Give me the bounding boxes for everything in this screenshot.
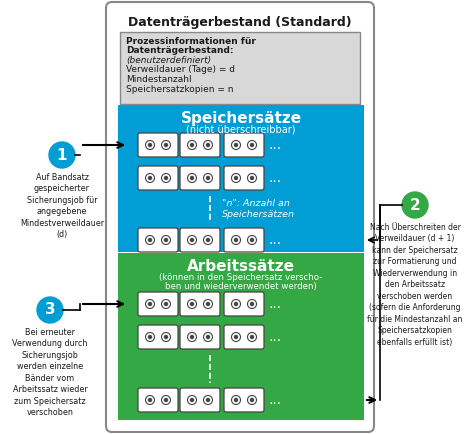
Circle shape — [235, 144, 238, 147]
Text: Speichersatzkopien = n: Speichersatzkopien = n — [126, 85, 234, 94]
Circle shape — [149, 335, 152, 339]
Text: ...: ... — [268, 330, 281, 344]
Circle shape — [250, 177, 254, 180]
Circle shape — [207, 302, 209, 306]
Text: ...: ... — [268, 297, 281, 311]
FancyBboxPatch shape — [224, 388, 264, 412]
FancyBboxPatch shape — [138, 388, 178, 412]
Circle shape — [235, 177, 238, 180]
Text: (können in den Speichersatz verscho-: (können in den Speichersatz verscho- — [160, 273, 323, 282]
FancyBboxPatch shape — [106, 2, 374, 432]
Text: ...: ... — [268, 233, 281, 247]
Circle shape — [190, 144, 193, 147]
Circle shape — [190, 302, 193, 306]
FancyBboxPatch shape — [138, 325, 178, 349]
Circle shape — [207, 144, 209, 147]
FancyBboxPatch shape — [180, 325, 220, 349]
Text: ...: ... — [268, 171, 281, 185]
FancyBboxPatch shape — [224, 292, 264, 316]
Text: Datenträgerbestand:: Datenträgerbestand: — [126, 46, 234, 55]
Circle shape — [235, 398, 238, 401]
Circle shape — [149, 398, 152, 401]
Text: 2: 2 — [409, 197, 420, 213]
Circle shape — [190, 335, 193, 339]
Circle shape — [207, 239, 209, 241]
Circle shape — [250, 398, 254, 401]
Circle shape — [149, 239, 152, 241]
FancyBboxPatch shape — [180, 388, 220, 412]
Circle shape — [190, 177, 193, 180]
Circle shape — [207, 398, 209, 401]
Circle shape — [149, 144, 152, 147]
Circle shape — [250, 335, 254, 339]
Circle shape — [235, 335, 238, 339]
Text: Datenträgerbestand (Standard): Datenträgerbestand (Standard) — [128, 16, 352, 29]
Bar — [120, 32, 360, 104]
FancyBboxPatch shape — [138, 292, 178, 316]
Text: ben und wiederverwendet werden): ben und wiederverwendet werden) — [165, 282, 317, 291]
FancyBboxPatch shape — [180, 228, 220, 252]
Circle shape — [164, 335, 168, 339]
Circle shape — [207, 335, 209, 339]
Text: Prozessinformationen für: Prozessinformationen für — [126, 37, 256, 46]
FancyBboxPatch shape — [138, 166, 178, 190]
Circle shape — [164, 302, 168, 306]
Circle shape — [164, 398, 168, 401]
Text: Auf Bandsatz
gespeicherter
Sicherungsjob für
angegebene
Mindestverweildauer
(d): Auf Bandsatz gespeicherter Sicherungsjob… — [20, 173, 104, 239]
Circle shape — [149, 177, 152, 180]
Text: Bei erneuter
Verwendung durch
Sicherungsjob
werden einzelne
Bänder vom
Arbeitssa: Bei erneuter Verwendung durch Sicherungs… — [12, 328, 88, 417]
Circle shape — [49, 142, 75, 168]
Text: Arbeitssätze: Arbeitssätze — [187, 259, 295, 274]
FancyBboxPatch shape — [138, 133, 178, 157]
Text: "n": Anzahl an
Speichersätzen: "n": Anzahl an Speichersätzen — [222, 199, 295, 220]
Bar — [118, 105, 364, 252]
Circle shape — [250, 302, 254, 306]
Text: Speichersätze: Speichersätze — [180, 111, 302, 126]
FancyBboxPatch shape — [180, 166, 220, 190]
FancyBboxPatch shape — [180, 133, 220, 157]
Circle shape — [235, 239, 238, 241]
FancyBboxPatch shape — [224, 166, 264, 190]
Text: Mindestanzahl: Mindestanzahl — [126, 75, 191, 84]
Text: Nach Überschreiten der
Verweildauer (d + 1)
kann der Speichersatz
zur Formatieru: Nach Überschreiten der Verweildauer (d +… — [367, 223, 463, 346]
Circle shape — [164, 177, 168, 180]
Circle shape — [250, 144, 254, 147]
Circle shape — [402, 192, 428, 218]
Text: (benutzerdefiniert): (benutzerdefiniert) — [126, 56, 211, 65]
FancyBboxPatch shape — [224, 325, 264, 349]
Text: Verweildauer (Tage) = d: Verweildauer (Tage) = d — [126, 65, 235, 74]
Text: (nicht überschreibbar): (nicht überschreibbar) — [186, 125, 296, 135]
Circle shape — [235, 302, 238, 306]
FancyBboxPatch shape — [224, 228, 264, 252]
Text: 3: 3 — [45, 302, 55, 318]
Text: 1: 1 — [57, 148, 67, 162]
Circle shape — [190, 398, 193, 401]
Text: ...: ... — [268, 393, 281, 407]
Circle shape — [37, 297, 63, 323]
Circle shape — [207, 177, 209, 180]
Circle shape — [149, 302, 152, 306]
Bar — [118, 253, 364, 420]
Circle shape — [250, 239, 254, 241]
Circle shape — [164, 144, 168, 147]
FancyBboxPatch shape — [224, 133, 264, 157]
Text: ...: ... — [268, 138, 281, 152]
Circle shape — [164, 239, 168, 241]
Circle shape — [190, 239, 193, 241]
FancyBboxPatch shape — [180, 292, 220, 316]
FancyBboxPatch shape — [138, 228, 178, 252]
